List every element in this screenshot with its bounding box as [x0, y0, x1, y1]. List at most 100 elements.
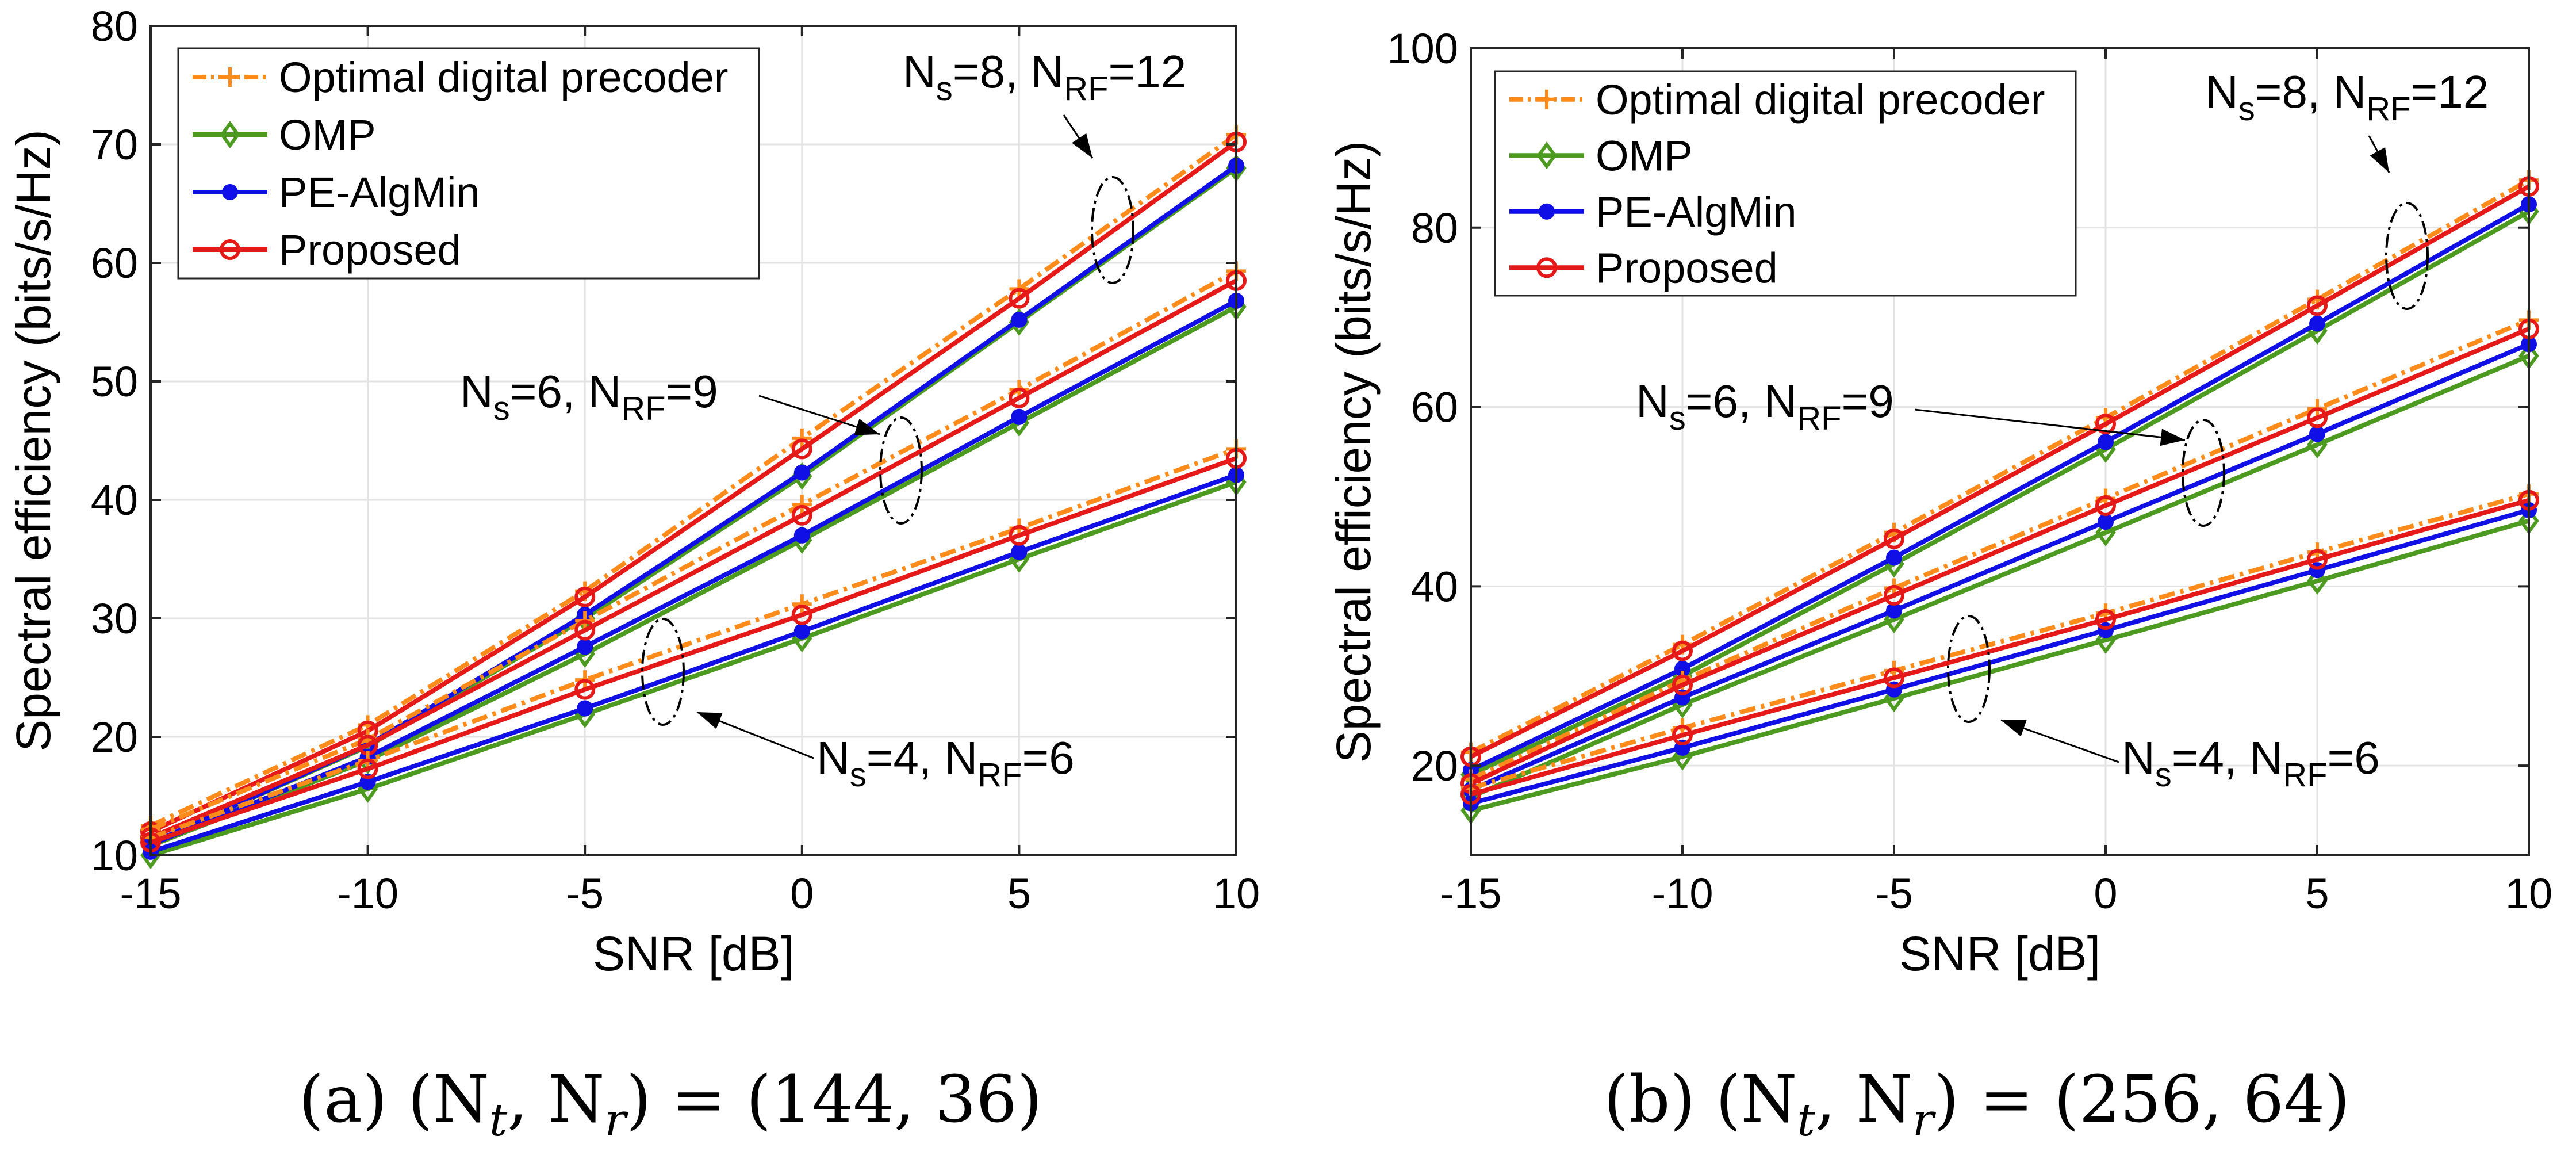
x-tick-label: 0 [790, 870, 814, 917]
caption-b: (b) (Nt, Nr) = (256, 64) [1604, 1062, 2350, 1146]
legend: Optimal digital precoder OMP PE-AlgMin Prop… [1494, 70, 2077, 297]
legend-marker-omp [1536, 141, 1557, 170]
group-ellipse-3 [1947, 615, 1991, 723]
data-point-proposed-group3-2 [1884, 667, 1904, 689]
legend-label-pe-algmin: PE-AlgMin [1596, 188, 1797, 236]
y-tick-label: 20 [1411, 742, 1458, 790]
legend-label-optimal-digital-precoder: Optimal digital precoder [279, 53, 728, 101]
data-point-optimal-digital-precoder-group2-3 [792, 495, 812, 515]
x-axis-label: SNR [dB] [1899, 927, 2100, 981]
data-point-omp-group3-4 [2307, 567, 2328, 595]
group-ellipse-1 [1091, 176, 1134, 284]
legend-marker-proposed [1536, 257, 1557, 278]
group-label-a-1: Ns=8, NRF=12 [903, 46, 1186, 108]
axes-frame [150, 25, 1237, 856]
y-tick-label: 60 [91, 239, 138, 287]
data-point-proposed-group3-3 [2095, 609, 2116, 630]
legend-marker-optimal-digital-precoder [220, 67, 240, 87]
data-point-proposed-group3-4 [2307, 549, 2328, 570]
series-line-proposed-group1 [1470, 184, 2530, 759]
data-point-proposed-group1-3 [2095, 414, 2116, 435]
data-point-proposed-group1-4 [2307, 295, 2328, 316]
annotation-arrow-1 [2368, 135, 2390, 173]
legend-label-optimal-digital-precoder: Optimal digital precoder [1596, 76, 2045, 124]
series-line-pe-algmin-group3 [1470, 507, 2530, 806]
y-tick-label: 100 [1387, 25, 1458, 72]
data-point-pe-algmin-group3-3 [793, 623, 810, 640]
x-tick-label: -10 [1652, 870, 1713, 917]
data-point-pe-algmin-group3-2 [577, 700, 593, 717]
legend-marker-pe-algmin [1539, 203, 1555, 220]
data-point-pe-algmin-group2-3 [793, 527, 810, 544]
data-point-pe-algmin-group1-2 [1886, 549, 1902, 566]
data-point-proposed-group2-2 [1884, 584, 1904, 606]
caption-a: (a) (Nt, Nr) = (144, 36) [299, 1062, 1042, 1146]
y-tick-label: 40 [91, 476, 138, 524]
series-line-proposed-group2 [1470, 327, 2530, 786]
x-tick-label: 0 [2094, 870, 2117, 917]
series-line-optimal-digital-precoder-group1 [1470, 178, 2530, 755]
x-tick-label: 5 [2305, 870, 2329, 917]
group-ellipse-2 [2182, 419, 2225, 527]
group-ellipse-2 [879, 416, 923, 525]
x-tick-label: -5 [566, 870, 604, 917]
y-tick-label: 20 [91, 713, 138, 761]
series-line-optimal-digital-precoder-group2 [1470, 318, 2530, 782]
series-line-pe-algmin-group3 [150, 472, 1237, 854]
data-point-pe-algmin-group2-2 [577, 638, 593, 655]
annotation-arrow-2 [1914, 408, 2186, 446]
series-line-optimal-digital-precoder-group3 [150, 446, 1237, 840]
series-line-optimal-digital-precoder-group2 [150, 269, 1237, 832]
axes-frame [1470, 47, 2530, 856]
group-label-b-3: Ns=4, NRF=6 [2122, 732, 2380, 794]
y-axis-label: Spectral efficiency (bits/s/Hz) [1327, 141, 1381, 763]
y-tick-label: 30 [91, 595, 138, 642]
annotation-arrow-3 [696, 711, 814, 759]
group-label-a-2: Ns=6, NRF=9 [460, 366, 718, 427]
annotation-arrow-3 [2000, 719, 2119, 763]
group-ellipse-1 [2385, 202, 2429, 310]
data-point-pe-algmin-group2-4 [2309, 426, 2325, 442]
data-point-proposed-group1-2 [574, 586, 596, 607]
legend-label-omp: OMP [279, 111, 376, 159]
series-line-proposed-group2 [150, 278, 1237, 840]
series-line-omp-group2 [1470, 354, 2530, 800]
legend-marker-pe-algmin [222, 184, 238, 200]
group-ellipse-3 [641, 618, 685, 726]
x-tick-label: -5 [1875, 870, 1913, 917]
series-line-omp-group1 [1470, 209, 2530, 777]
data-point-omp-group2-3 [2095, 518, 2116, 546]
x-tick-label: 5 [1007, 870, 1031, 917]
data-point-proposed-group2-1 [1672, 674, 1693, 695]
x-tick-label: -15 [1440, 870, 1502, 917]
y-tick-label: 50 [91, 358, 138, 406]
y-tick-label: 80 [1411, 204, 1458, 252]
series-line-pe-algmin-group2 [1470, 342, 2530, 792]
group-label-b-1: Ns=8, NRF=12 [2205, 66, 2489, 128]
x-tick-label: -10 [337, 870, 398, 917]
data-point-pe-algmin-group1-3 [2098, 434, 2114, 450]
data-point-proposed-group2-4 [2307, 407, 2328, 429]
legend: Optimal digital precoder OMP PE-AlgMin Prop… [177, 47, 760, 280]
data-point-proposed-group3-2 [574, 679, 596, 700]
data-point-pe-algmin-group1-4 [2309, 315, 2325, 332]
series-line-proposed-group3 [1470, 498, 2530, 797]
annotation-arrow-1 [1063, 114, 1094, 159]
x-tick-label: 10 [1213, 870, 1260, 917]
x-tick-label: 10 [2505, 870, 2552, 917]
data-point-proposed-group2-2 [574, 619, 596, 641]
y-tick-label: 10 [91, 832, 138, 879]
y-tick-label: 70 [91, 121, 138, 169]
legend-label-proposed: Proposed [1596, 244, 1778, 292]
series-line-omp-group3 [1470, 518, 2530, 813]
legend-box [1494, 70, 2077, 297]
legend-box [177, 47, 760, 280]
y-axis-label: Spectral efficiency (bits/s/Hz) [6, 129, 60, 751]
data-point-pe-algmin-group1-3 [793, 464, 810, 481]
y-tick-label: 80 [91, 2, 138, 50]
y-tick-label: 40 [1411, 563, 1458, 610]
chart-panel-b: -15 -10 -5 0 5 10 20 40 60 80 100 SNR [dB] Spectral … [1327, 25, 2552, 1146]
data-point-proposed-group1-3 [791, 438, 812, 460]
data-point-optimal-digital-precoder-group3-3 [792, 594, 812, 614]
